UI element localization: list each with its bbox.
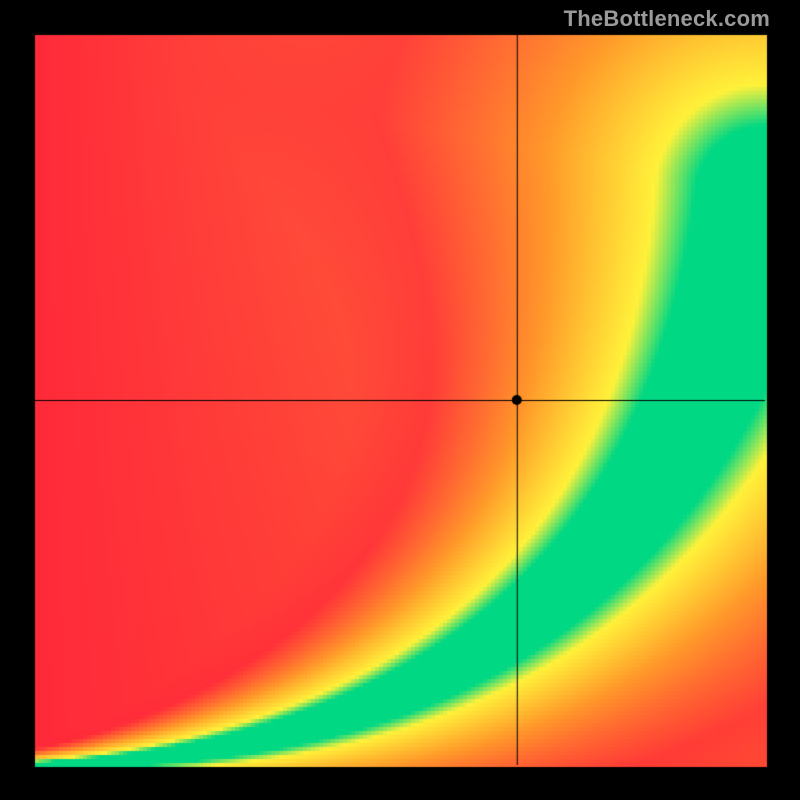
chart-container: TheBottleneck.com bbox=[0, 0, 800, 800]
bottleneck-heatmap bbox=[0, 0, 800, 800]
watermark-text: TheBottleneck.com bbox=[564, 6, 770, 32]
